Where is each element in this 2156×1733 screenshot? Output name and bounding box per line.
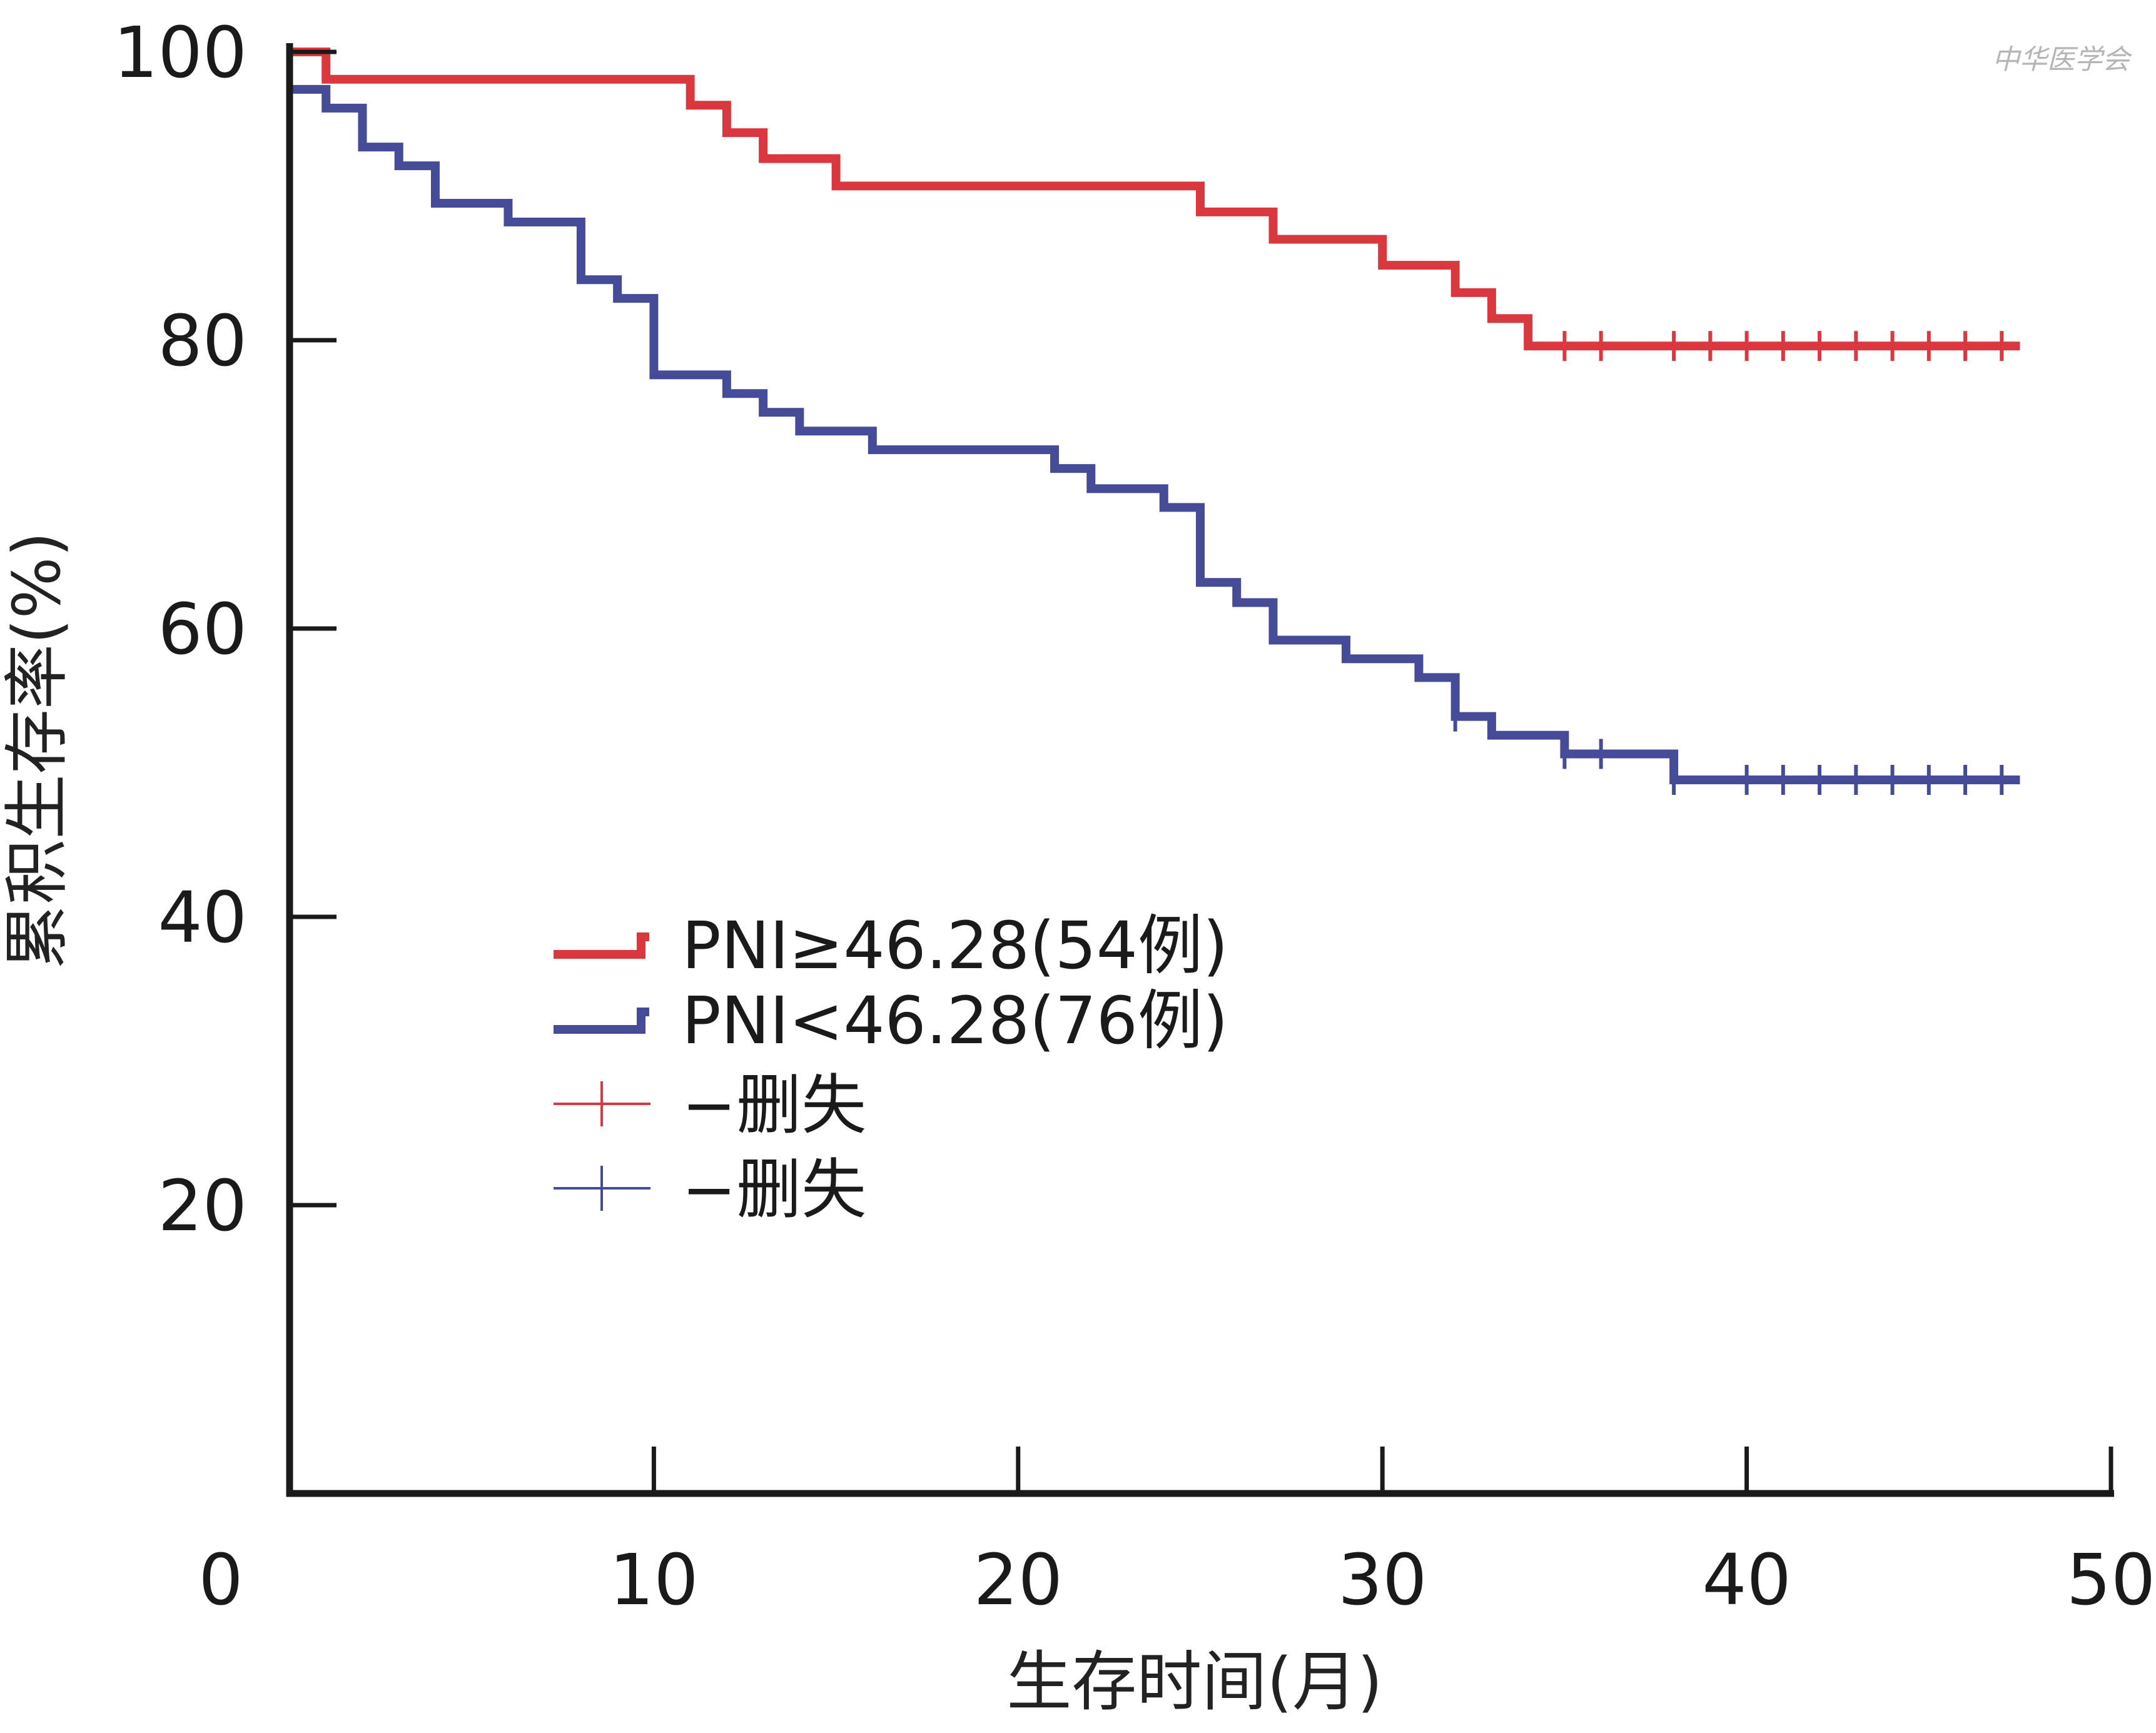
y-tick-label-60: 60 xyxy=(158,589,247,670)
survival-curve-series-0 xyxy=(290,48,2020,351)
y-axis-title: 累积生存率(%) xyxy=(0,532,75,969)
watermark-text: 中华医学会 xyxy=(1992,44,2132,76)
x-axis-title: 生存时间(月) xyxy=(1006,1644,1382,1720)
series-layer xyxy=(290,48,2020,796)
y-tick-label-20: 20 xyxy=(158,1166,247,1247)
legend-label-0: PNI≥46.28(54例) xyxy=(682,907,1228,984)
legend-label-3: −删失 xyxy=(682,1151,866,1228)
y-tick-label-80: 80 xyxy=(158,301,247,382)
x-tick-label-40: 40 xyxy=(1702,1540,1791,1621)
y-tick-label-100: 100 xyxy=(113,13,247,94)
legend: PNI≥46.28(54例)PNI<46.28(76例) −删失 −删失 xyxy=(554,907,1228,1228)
x-tick-label-0: 0 xyxy=(198,1540,243,1621)
x-tick-label-20: 20 xyxy=(974,1540,1063,1621)
x-tick-label-50: 50 xyxy=(2067,1540,2156,1621)
legend-label-1: PNI<46.28(76例) xyxy=(682,983,1228,1059)
x-tick-label-30: 30 xyxy=(1338,1540,1427,1621)
x-tick-label-10: 10 xyxy=(609,1540,699,1621)
y-tick-label-40: 40 xyxy=(158,877,247,959)
legend-swatch-series-0 xyxy=(554,932,649,959)
survival-curve-series-1 xyxy=(290,84,2020,785)
legend-label-2: −删失 xyxy=(682,1067,866,1143)
axes-layer: 20 40 60 80 100 0 10 20 30 40 50 xyxy=(113,13,2155,1621)
legend-swatch-series-1 xyxy=(554,1008,649,1034)
text-layer: 累积生存率(%) 生存时间(月) 中华医学会 xyxy=(0,44,2132,1720)
